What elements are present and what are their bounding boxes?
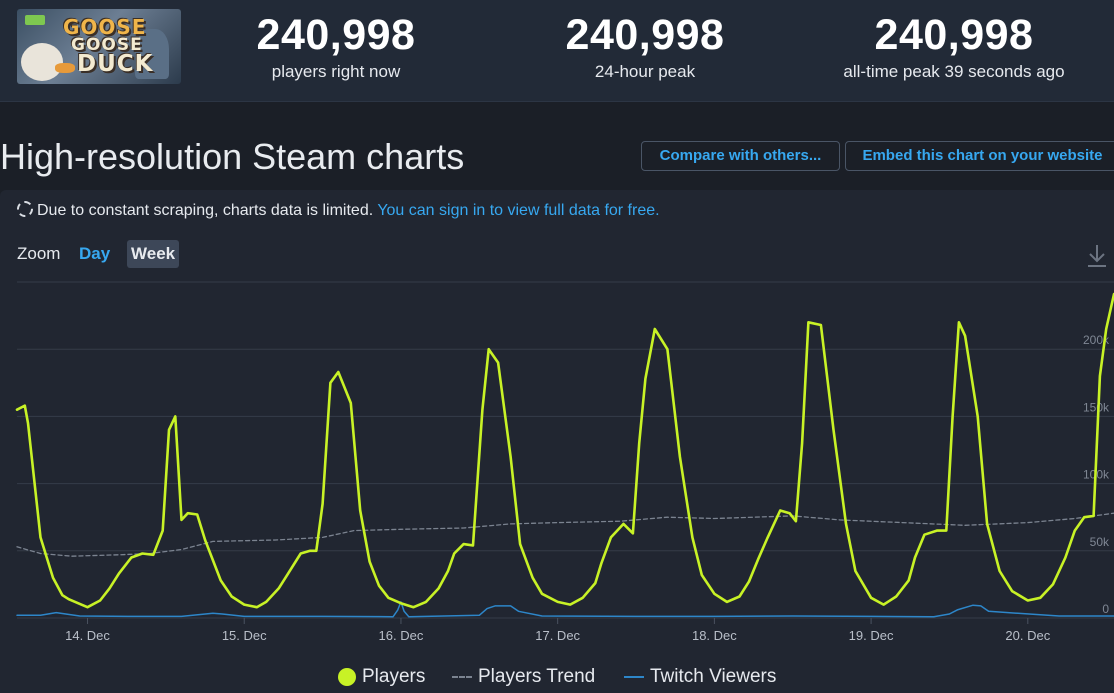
chart-grid <box>17 281 1114 619</box>
y-tick-label: 0 <box>1102 602 1109 616</box>
legend-players-trend[interactable]: Players Trend <box>452 666 595 688</box>
logo-accent <box>25 15 45 25</box>
download-icon[interactable] <box>1086 243 1108 269</box>
loading-spinner-icon <box>17 201 33 217</box>
logo-character <box>135 29 169 79</box>
legend-twitch-viewers[interactable]: Twitch Viewers <box>624 666 776 688</box>
stat-all-time-peak: 240,998 all-time peak 39 seconds ago <box>824 10 1084 82</box>
logo-text-1: GOOSE <box>63 15 147 39</box>
x-tick-label: 19. Dec <box>849 628 894 643</box>
legend-label: Players Trend <box>478 666 596 687</box>
page-title: High-resolution Steam charts <box>0 136 465 177</box>
x-axis-ticks: 14. Dec 15. Dec 16. Dec 17. Dec 18. Dec 19. D… <box>65 618 1051 643</box>
zoom-label: Zoom <box>17 244 61 263</box>
chart-series <box>15 292 1114 618</box>
x-tick-label: 14. Dec <box>65 628 110 643</box>
data-limit-notice: Due to constant scraping, charts data is… <box>17 201 660 220</box>
x-tick-label: 15. Dec <box>222 628 267 643</box>
legend-label: Players <box>362 666 426 687</box>
zoom-week-button[interactable]: Week <box>127 240 180 268</box>
players-series-line <box>15 292 1114 609</box>
twitch-viewers-line <box>16 601 1114 618</box>
stat-24h-peak: 240,998 24-hour peak <box>515 10 775 82</box>
stat-value: 240,998 <box>874 11 1034 59</box>
logo-text-2: GOOSE <box>71 35 143 55</box>
stat-label: 24-hour peak <box>594 62 696 81</box>
chart-panel <box>0 190 1114 693</box>
stat-label: players right now <box>271 62 401 81</box>
logo-goose-beak <box>55 63 75 73</box>
x-tick-label: 16. Dec <box>379 628 424 643</box>
stat-label: all-time peak 39 seconds ago <box>843 62 1065 81</box>
twitch-legend-icon <box>624 675 644 678</box>
sign-in-link[interactable]: You can sign in to view full data for fr… <box>377 202 660 219</box>
logo-goose-head <box>21 43 63 81</box>
y-tick-label: 50k <box>1090 535 1110 549</box>
embed-chart-button[interactable]: Embed this chart on your website <box>845 141 1114 171</box>
stat-value: 240,998 <box>565 11 725 59</box>
players-legend-icon <box>338 667 356 686</box>
logo-text-3: DUCK <box>77 51 154 77</box>
game-logo[interactable]: GOOSE GOOSE DUCK <box>17 9 181 84</box>
legend-label: Twitch Viewers <box>650 666 777 687</box>
notice-text: Due to constant scraping, charts data is… <box>37 202 374 219</box>
y-tick-label: 150k <box>1083 400 1110 414</box>
x-tick-label: 17. Dec <box>535 628 580 643</box>
compare-button[interactable]: Compare with others... <box>641 141 840 171</box>
stats-header: GOOSE GOOSE DUCK 240,998 players right n… <box>0 0 1114 102</box>
x-tick-label: 18. Dec <box>692 628 737 643</box>
x-tick-label: 20. Dec <box>1005 628 1050 643</box>
stat-current-players: 240,998 players right now <box>206 10 466 82</box>
stat-value: 240,998 <box>256 11 416 59</box>
trend-legend-icon <box>452 675 472 678</box>
zoom-day-button[interactable]: Day <box>79 244 111 263</box>
legend-players[interactable]: Players <box>338 666 425 688</box>
